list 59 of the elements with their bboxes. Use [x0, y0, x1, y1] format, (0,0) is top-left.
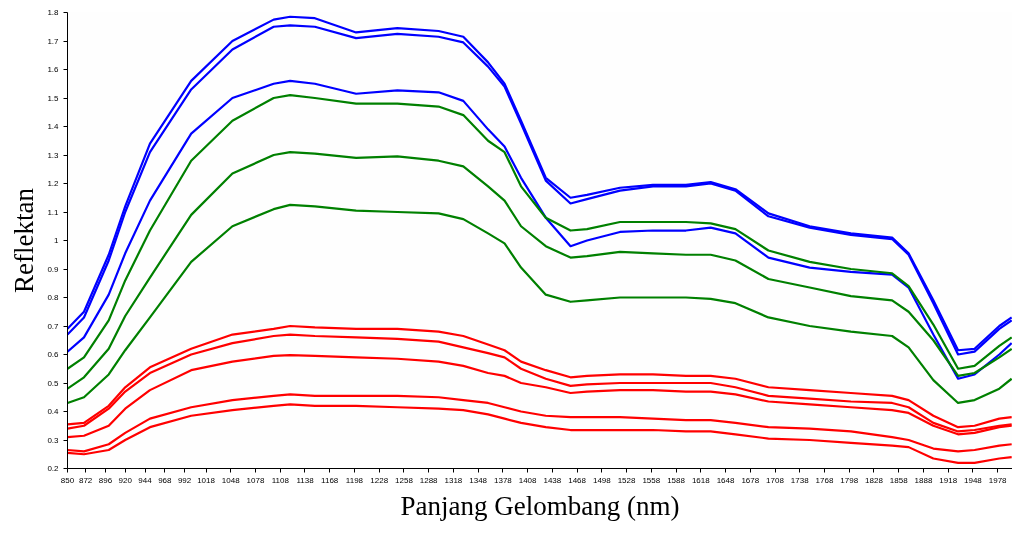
- x-tick-label: 992: [177, 475, 192, 485]
- x-tick-label: 1738: [790, 475, 810, 485]
- x-tick-label: 1678: [741, 475, 760, 485]
- x-tick-label: 1888: [914, 475, 933, 485]
- x-tick-label: 1558: [642, 475, 661, 485]
- x-tick-label: 968: [158, 475, 173, 485]
- y-tick-label: 1.2: [47, 179, 60, 188]
- x-tick-label: 1708: [766, 475, 785, 485]
- x-tick-label: 1048: [221, 475, 241, 485]
- x-tick-label: 1408: [518, 475, 538, 485]
- x-tick-label: 920: [118, 475, 133, 485]
- x-tick-label: 1588: [667, 475, 686, 485]
- y-tick-label: 0.4: [47, 407, 60, 416]
- y-tick-label: 0.7: [47, 321, 60, 331]
- x-axis-title: Panjang Gelombang (nm): [400, 490, 680, 521]
- x-tick-label: 1228: [370, 475, 389, 485]
- y-tick-label: 1.1: [47, 207, 60, 217]
- x-tick-label: 1258: [395, 475, 414, 485]
- x-tick-label: 1918: [939, 475, 958, 485]
- y-tick-label: 1.6: [47, 65, 60, 74]
- x-tick-label: 850: [60, 475, 75, 485]
- x-tick-label: 1798: [840, 475, 859, 485]
- y-tick-label: 0.6: [47, 350, 60, 359]
- x-tick-label: 1138: [296, 475, 315, 485]
- y-tick-label: 1.4: [47, 122, 60, 131]
- y-tick-label: 1.8: [47, 8, 60, 17]
- x-tick-label: 1108: [271, 475, 290, 485]
- x-tick-label: 1378: [493, 475, 513, 485]
- x-tick-label: 1438: [543, 475, 562, 485]
- y-tick-label: 0.2: [47, 464, 60, 473]
- x-tick-label: 1468: [568, 475, 587, 485]
- x-tick-label: 944: [138, 475, 153, 485]
- x-tick-label: 1948: [964, 475, 983, 485]
- x-tick-label: 1168: [321, 475, 339, 485]
- x-tick-label: 1648: [716, 475, 735, 485]
- y-tick-label: 0.5: [47, 378, 60, 388]
- x-tick-label: 1858: [889, 475, 909, 485]
- x-tick-label: 1498: [592, 475, 612, 485]
- x-tick-label: 1318: [444, 475, 463, 485]
- x-tick-label: 1018: [197, 475, 216, 485]
- y-tick-label: 1.5: [47, 93, 60, 103]
- y-axis-title: Reflektan: [9, 187, 40, 293]
- x-tick-label: 1288: [419, 475, 439, 485]
- y-tick-label: 0.8: [47, 293, 60, 302]
- y-tick-label: 1: [54, 236, 60, 245]
- y-tick-label: 0.3: [47, 435, 60, 445]
- x-tick-label: 1078: [246, 475, 265, 485]
- x-tick-label: 1978: [988, 475, 1008, 485]
- x-tick-label: 1828: [865, 475, 884, 485]
- x-tick-label: 1768: [815, 475, 834, 485]
- x-tick-label: 1528: [617, 475, 637, 485]
- y-tick-label: 1.3: [47, 150, 60, 160]
- x-tick-label: 872: [78, 475, 93, 485]
- y-tick-label: 0.9: [47, 264, 60, 274]
- x-tick-label: 1198: [345, 475, 364, 485]
- x-tick-label: 1618: [691, 475, 711, 485]
- y-tick-label: 1.7: [47, 36, 60, 46]
- x-tick-label: 896: [98, 475, 113, 485]
- x-tick-label: 1348: [469, 475, 488, 485]
